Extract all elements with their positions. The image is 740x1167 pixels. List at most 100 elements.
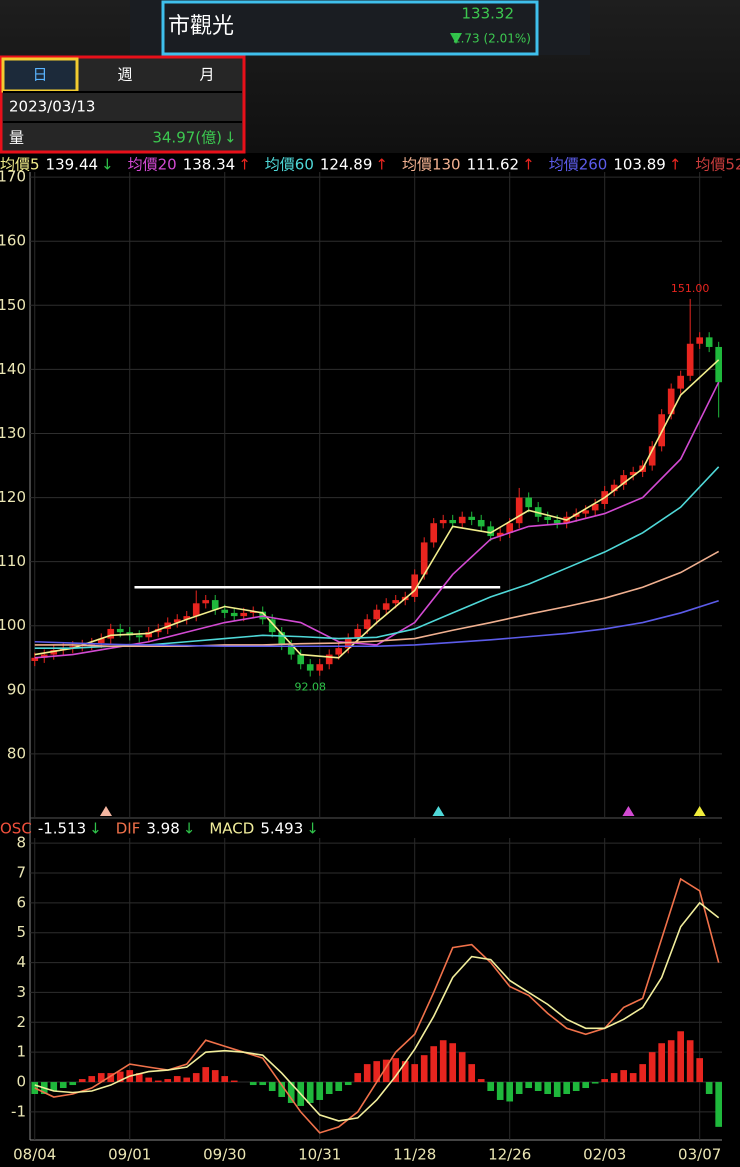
annotation: 92.08 [294,680,326,693]
osc-bar [97,1073,105,1083]
osc-bar [506,1082,514,1102]
legend-name: OSC [0,820,32,838]
legend-arrow: ↑ [238,156,251,174]
candle-body [525,497,533,508]
candle-body [325,654,333,665]
volume: 34.97(億) [152,129,222,147]
legend-value: 138.34 [183,156,236,174]
candle-body [420,542,428,575]
y-tick-label: 4 [16,953,26,971]
candle-body [135,635,143,638]
legend-value: 139.44 [46,156,99,174]
candle-body [363,619,371,629]
x-tick-label: 02/03 [583,1146,626,1164]
osc-bar [230,1080,238,1083]
candle-body [50,650,58,655]
osc-bar [715,1082,722,1127]
osc-bar [639,1064,647,1083]
osc-bar [325,1082,333,1094]
osc-bar [648,1052,656,1083]
volume-label: 量 [9,129,24,147]
y-tick-label: 6 [16,893,26,911]
osc-bar [278,1082,286,1097]
candle-body [515,497,523,524]
y-tick-label: 7 [16,863,26,881]
line [34,359,720,659]
osc-bar [610,1073,618,1083]
candle-body [667,388,675,415]
candle-body [629,471,637,476]
x-tick-label: 09/01 [108,1146,151,1164]
candle-body [31,657,39,661]
tab-label[interactable]: 週 [117,66,132,84]
osc-bar [601,1079,609,1083]
x-tick-label: 09/30 [203,1146,246,1164]
candle-body [221,609,229,613]
candle-body [553,519,561,524]
y-tick-label: 8 [16,834,26,852]
osc-bar [658,1043,666,1083]
osc-bar [620,1070,628,1083]
osc-bar [401,1061,409,1083]
legend-arrow: ↑ [669,156,682,174]
signal-marker [432,806,445,816]
y-tick-label: 80 [7,744,26,762]
candle-body [97,638,105,644]
candle-body [202,600,210,604]
candle-body [620,475,628,485]
osc-bar [553,1082,561,1097]
signal-marker [99,806,112,816]
stock-name: 市觀光 [168,14,234,39]
osc-bar [534,1082,542,1092]
osc-bar [496,1082,504,1100]
line [34,550,720,648]
osc-bar [154,1080,162,1083]
legend-name: MACD [209,820,254,838]
quote-frame [161,0,539,56]
tab-label[interactable]: 日 [32,66,47,84]
candle-body [211,600,219,610]
osc-bar [392,1058,400,1083]
y-tick-label: 110 [0,552,26,570]
osc-bar [202,1067,210,1083]
x-tick-label: 10/31 [298,1146,341,1164]
legend-name: 均價520 [695,156,740,174]
candle-body [411,574,419,597]
candle-body [240,612,248,617]
legend-value: 5.493 [260,820,303,838]
y-tick-label: 90 [7,680,26,698]
y-tick-label: 160 [0,232,26,250]
candle-body [306,664,314,671]
candle-body [249,611,257,613]
legend-name: DIF [116,820,141,838]
osc-bar [420,1055,428,1083]
candle-body [477,519,485,527]
osc-bar [259,1082,267,1086]
candle-body [392,600,400,604]
osc-bar [411,1064,419,1083]
tab-label[interactable]: 月 [199,66,214,84]
date: 2023/03/13 [9,98,95,116]
annotation: 151.00 [671,282,710,295]
price: 133.32 [462,5,515,23]
osc-bar [116,1071,124,1083]
candle-body [458,516,466,524]
x-tick-label: 12/26 [488,1146,531,1164]
osc-bar [382,1059,390,1083]
candle-body [268,619,276,633]
osc-bar [363,1064,371,1083]
osc-bar [50,1082,58,1092]
candle-body [591,503,599,511]
osc-bar [667,1040,675,1083]
y-tick-label: 100 [0,616,26,634]
osc-bar [705,1082,713,1094]
tab-day[interactable] [1,57,79,93]
candle-body [705,337,713,347]
y-tick-label: 130 [0,424,26,442]
osc-bar [164,1079,172,1083]
osc-bar [677,1031,685,1083]
legend-value: -1.513 [38,820,86,838]
y-tick-label: 3 [16,983,26,1001]
legend-arrow: ↑ [522,156,535,174]
